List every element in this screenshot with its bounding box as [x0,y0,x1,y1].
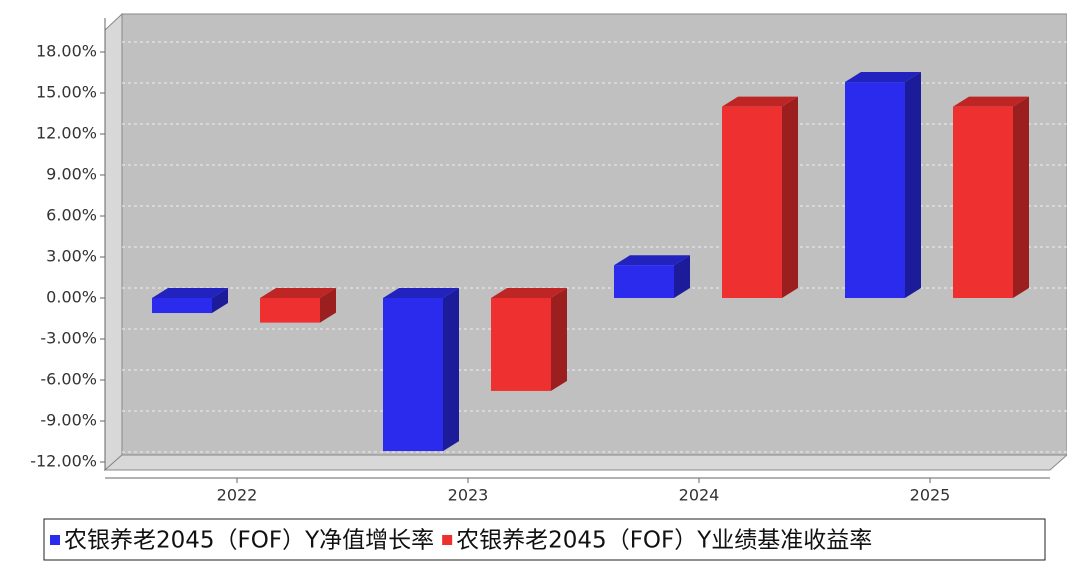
bar-top [953,96,1029,107]
bar-side [905,72,921,298]
y-tick-label: -12.00% [30,452,97,471]
legend [43,518,1046,561]
bar-side [1013,96,1029,298]
bar [383,298,443,452]
bar [722,106,782,298]
y-tick-label: 18.00% [36,41,97,60]
x-tick-label: 2023 [448,486,489,505]
bar-top [491,288,567,298]
bar-side [782,96,798,298]
legend-swatch [442,535,453,545]
bar-top [152,288,228,298]
bar-top [722,96,798,107]
x-tick-label: 2022 [217,486,258,505]
y-tick-label: -6.00% [40,370,97,389]
bar-top [614,255,690,266]
y-tick-label: 12.00% [36,123,97,142]
x-tick-label: 2024 [679,486,720,505]
bar [260,298,320,323]
floor [103,454,1067,471]
bar-side [320,288,336,323]
bar-top [845,72,921,83]
bar [491,298,551,391]
left-wall [104,12,123,472]
y-tick-label: 6.00% [46,205,97,224]
bar-top [260,288,336,298]
back-wall [121,13,1067,456]
y-tick-label: -3.00% [40,329,97,348]
y-tick-label: 15.00% [36,82,97,101]
bar [614,265,674,298]
y-tick-label: 0.00% [46,288,97,307]
bar-top [383,288,459,298]
y-tick-label: -9.00% [40,411,97,430]
y-tick-label: 3.00% [46,246,97,265]
legend-label: 农银养老2045（FOF）Y净值增长率 [64,528,434,554]
bar [953,106,1013,298]
bar-side [212,288,228,314]
bar-side [674,255,690,298]
legend-swatch [50,535,60,545]
bar-side [443,288,459,452]
bar [845,82,905,298]
bar [152,298,212,314]
y-tick-label: 9.00% [46,164,97,183]
bar-side [551,288,567,391]
legend-label: 农银养老2045（FOF）Y业绩基准收益率 [456,528,872,554]
x-tick-label: 2025 [910,486,951,505]
